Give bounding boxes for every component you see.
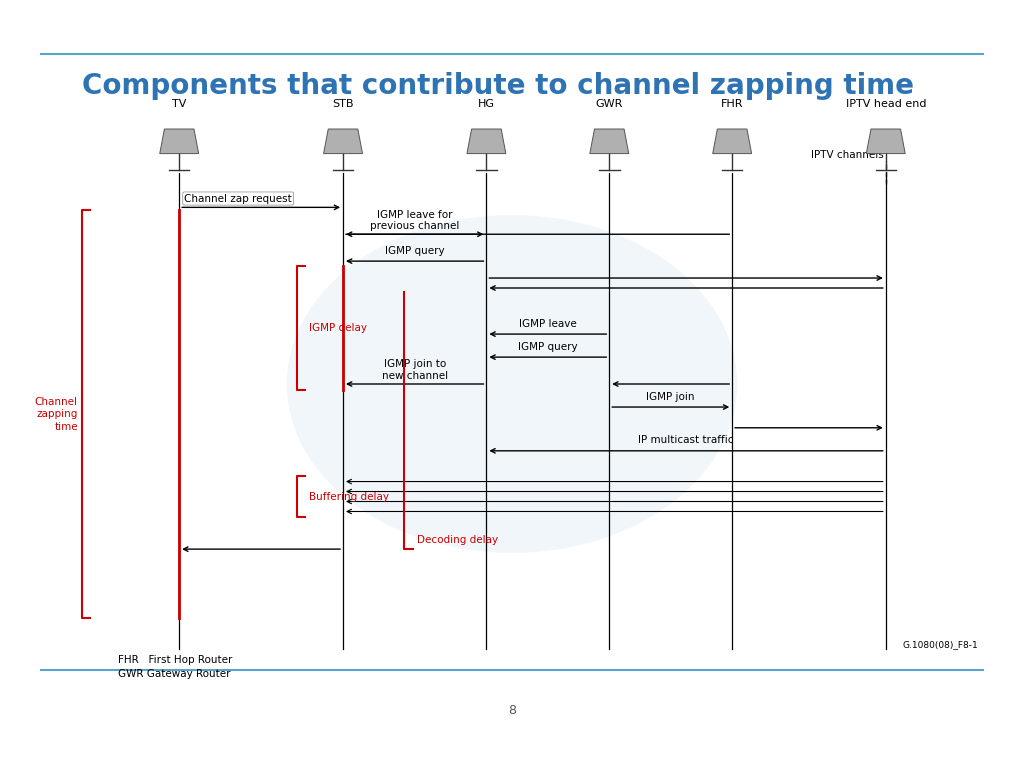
Polygon shape	[866, 129, 905, 154]
Polygon shape	[324, 129, 362, 154]
Polygon shape	[160, 129, 199, 154]
Text: Components that contribute to channel zapping time: Components that contribute to channel za…	[82, 72, 913, 100]
Text: IGMP leave for
previous channel: IGMP leave for previous channel	[370, 210, 460, 231]
Text: IGMP delay: IGMP delay	[309, 323, 368, 333]
Text: IPTV channels: IPTV channels	[811, 150, 884, 160]
Circle shape	[287, 215, 737, 553]
Text: 8: 8	[508, 704, 516, 717]
Text: Decoding delay: Decoding delay	[417, 535, 498, 545]
Polygon shape	[590, 129, 629, 154]
Text: FHR   First Hop Router
GWR Gateway Router: FHR First Hop Router GWR Gateway Router	[118, 655, 232, 679]
Text: IGMP query: IGMP query	[518, 342, 578, 352]
Text: IGMP leave: IGMP leave	[519, 319, 577, 329]
Polygon shape	[467, 129, 506, 154]
Polygon shape	[713, 129, 752, 154]
Text: IGMP query: IGMP query	[385, 246, 444, 256]
Text: IPTV head end: IPTV head end	[846, 99, 926, 109]
Text: Channel
zapping
time: Channel zapping time	[35, 397, 78, 432]
Text: IP multicast traffic: IP multicast traffic	[638, 435, 734, 445]
Text: IGMP join: IGMP join	[646, 392, 695, 402]
Text: IGMP join to
new channel: IGMP join to new channel	[382, 359, 447, 381]
Text: Buffering delay: Buffering delay	[309, 492, 389, 502]
Text: HG: HG	[478, 99, 495, 109]
Text: TV: TV	[172, 99, 186, 109]
Text: STB: STB	[333, 99, 353, 109]
Text: FHR: FHR	[721, 99, 743, 109]
Text: Channel zap request: Channel zap request	[184, 194, 292, 204]
Text: G.1080(08)_F8-1: G.1080(08)_F8-1	[902, 640, 978, 649]
Text: GWR: GWR	[596, 99, 623, 109]
